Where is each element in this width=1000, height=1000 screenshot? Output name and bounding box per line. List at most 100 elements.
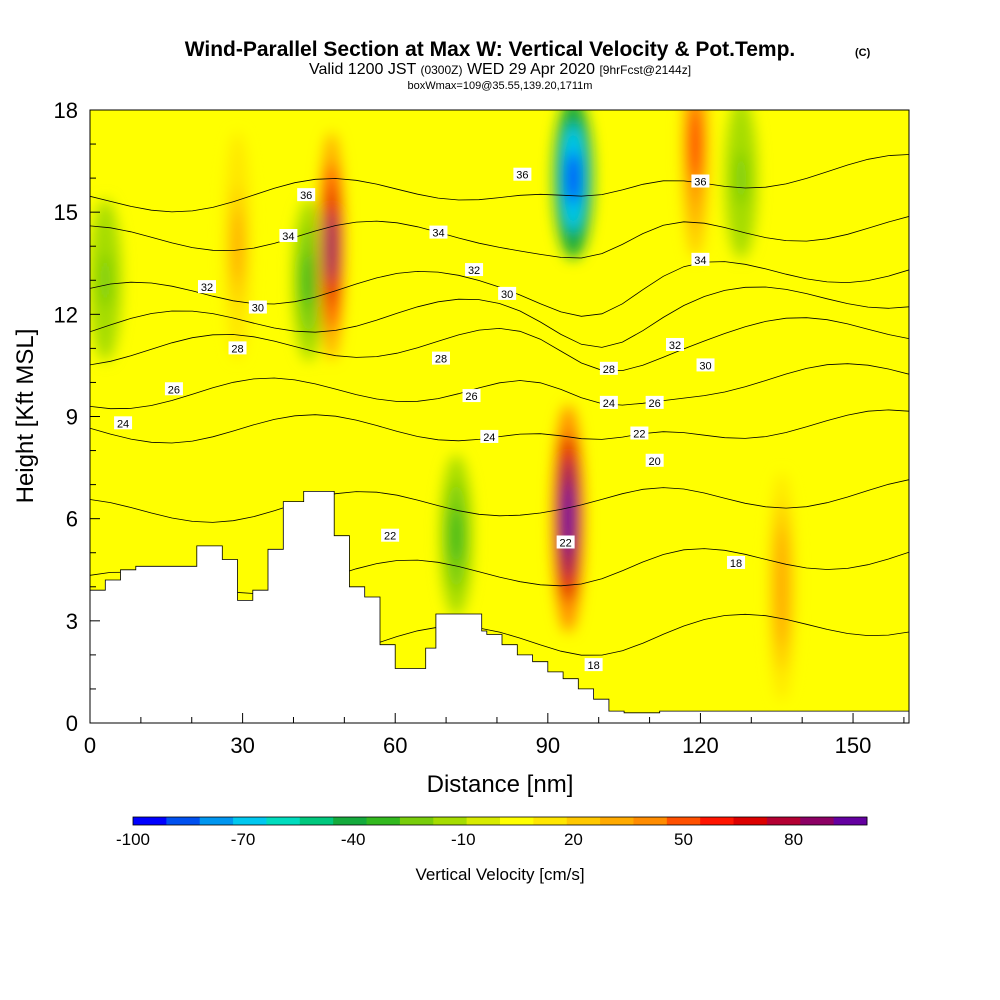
colorbar-swatch (733, 817, 768, 825)
contour-label: 28 (432, 351, 450, 366)
svg-text:34: 34 (432, 228, 444, 240)
colorbar-swatch (333, 817, 368, 825)
contour-labels: 36 36 36 34 34 34 32 32 32 30 30 30 28 28 28 26 26 26 24 24… (114, 167, 746, 672)
x-tick-label: 90 (536, 733, 560, 758)
y-tick-label: 3 (66, 609, 78, 634)
downdraft-core (450, 508, 463, 563)
downdraft-core (99, 253, 112, 308)
contour-label: 28 (228, 341, 247, 355)
colorbar-swatch (466, 817, 501, 825)
svg-text:32: 32 (201, 282, 213, 294)
colorbar-swatch (266, 817, 301, 825)
colorbar-swatch (533, 817, 568, 825)
contour-label: 34 (429, 225, 448, 240)
chart-subtitle-2: boxWmax=109@35.55,139.20,1711m (408, 80, 593, 92)
updraft-core (775, 550, 788, 623)
contour-label: 32 (465, 263, 484, 277)
colorbar-swatch (833, 817, 868, 825)
y-tick-label: 9 (66, 405, 78, 430)
svg-text:26: 26 (168, 384, 180, 396)
isentrope-line (90, 409, 909, 444)
downdraft-core (302, 253, 315, 308)
contour-label: 24 (480, 429, 499, 444)
contour-label: 22 (556, 535, 575, 550)
x-tick-label: 150 (835, 733, 872, 758)
svg-text:34: 34 (694, 255, 706, 267)
svg-text:36: 36 (516, 170, 528, 182)
y-tick-label: 6 (66, 507, 78, 532)
isentrope-line (90, 479, 909, 523)
colorbar-swatch (766, 817, 801, 825)
colorbar-tick-label: 50 (674, 830, 693, 849)
contour-label: 26 (462, 389, 481, 403)
contour-label: 36 (297, 188, 316, 202)
colorbar-swatch (299, 817, 334, 825)
contour-label: 36 (513, 167, 532, 182)
contour-label: 34 (691, 252, 710, 267)
contour-label: 30 (498, 286, 517, 301)
colorbar-swatch (233, 817, 267, 825)
y-tick-label: 15 (54, 200, 78, 225)
colorbar: -100 -70 -40 -10 20 50 80 (116, 816, 868, 849)
svg-text:18: 18 (587, 660, 599, 672)
svg-text:30: 30 (501, 289, 513, 301)
subtitle-utc: (0300Z) (420, 63, 462, 77)
x-tick-label: 60 (383, 733, 407, 758)
svg-text:32: 32 (669, 340, 681, 352)
contour-label: 34 (279, 229, 298, 243)
svg-text:28: 28 (231, 343, 243, 355)
colorbar-swatch (700, 817, 735, 825)
svg-text:28: 28 (603, 364, 615, 376)
svg-text:22: 22 (633, 429, 645, 441)
velocity-field (90, 110, 796, 701)
downdraft-core (566, 151, 580, 206)
svg-text:36: 36 (694, 177, 706, 189)
contour-label: 22 (630, 426, 649, 441)
contour-label: 30 (248, 300, 267, 315)
y-tick-label: 18 (54, 98, 78, 123)
svg-text:22: 22 (560, 538, 572, 550)
contour-label: 24 (114, 416, 133, 430)
colorbar-tick-label: -70 (231, 830, 256, 849)
svg-text:30: 30 (252, 303, 264, 315)
svg-text:36: 36 (300, 190, 312, 202)
terrain (90, 491, 909, 723)
updraft-core (689, 110, 702, 181)
colorbar-swatch (199, 817, 234, 825)
contour-label: 30 (696, 358, 715, 372)
x-tick-label: 0 (84, 733, 96, 758)
contour-label: 20 (645, 453, 664, 468)
x-tick-label: 30 (230, 733, 254, 758)
contour-label: 22 (381, 528, 400, 543)
svg-text:28: 28 (435, 354, 447, 366)
y-axis-label: Height [Kft MSL] (12, 329, 39, 504)
colorbar-tick-label: 80 (784, 830, 803, 849)
colorbar-swatch (399, 817, 434, 825)
x-axis-label: Distance [nm] (427, 771, 574, 798)
colorbar-swatch (666, 817, 701, 825)
theta-contours (90, 154, 909, 661)
colorbar-swatch (433, 817, 468, 825)
copyright-mark: (C) (855, 47, 871, 59)
svg-text:34: 34 (282, 231, 294, 243)
colorbar-swatch (800, 817, 835, 825)
subtitle-fcst: [9hrFcst@2144z] (599, 63, 691, 77)
downdraft-core (735, 151, 748, 206)
contour-label: 32 (198, 280, 216, 294)
colorbar-swatch (633, 817, 668, 825)
svg-text:18: 18 (730, 558, 742, 570)
contour-label: 36 (691, 174, 710, 189)
svg-text:24: 24 (117, 418, 129, 430)
colorbar-swatch (566, 817, 601, 825)
svg-text:32: 32 (468, 265, 480, 277)
subtitle-date: WED 29 Apr 2020 (467, 61, 595, 78)
isentrope-line (90, 216, 909, 259)
y-tick-label: 0 (66, 711, 78, 736)
y-tick-label: 12 (54, 302, 78, 327)
plot-area: 36 36 36 34 34 34 32 32 32 30 30 30 28 28 28 26 26 26 24 24… (90, 110, 909, 723)
colorbar-tick-label: -10 (451, 830, 476, 849)
contour-label: 28 (599, 361, 618, 376)
colorbar-swatch (500, 817, 534, 825)
